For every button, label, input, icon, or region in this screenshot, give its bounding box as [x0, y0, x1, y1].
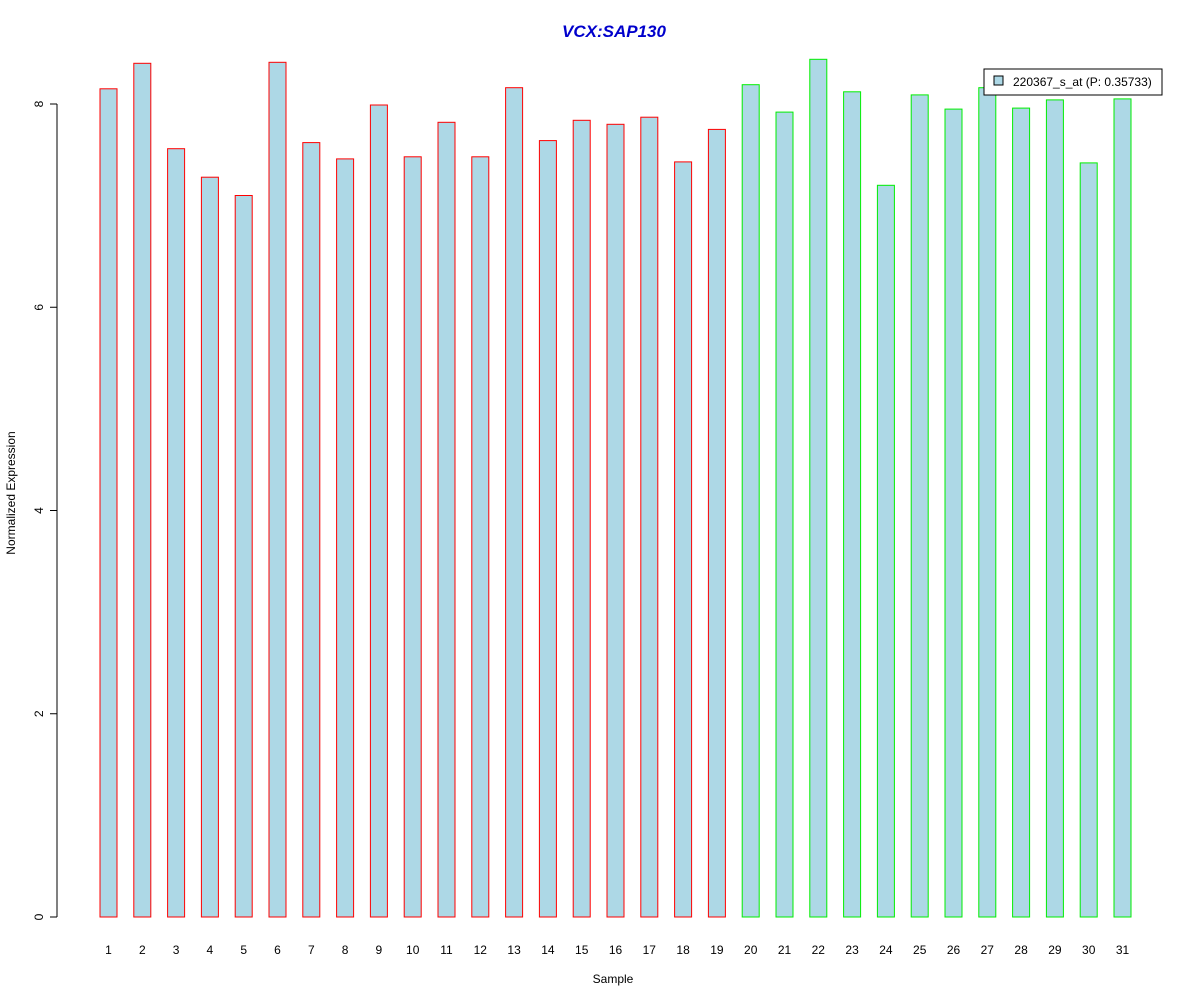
x-tick-label: 21	[778, 943, 792, 957]
bar-sample-18	[674, 161, 693, 918]
bar-sample-1	[99, 88, 118, 918]
y-tick-label: 8	[32, 100, 46, 107]
y-axis: 0 2 4 6 8	[32, 100, 58, 920]
bar-sample-15	[572, 119, 591, 918]
bar-sample-20	[741, 84, 760, 918]
bar-sample-7	[302, 142, 321, 918]
bar-sample-4	[200, 176, 219, 918]
x-tick-label: 4	[207, 943, 214, 957]
x-tick-label: 25	[913, 943, 927, 957]
bar-sample-27	[978, 87, 997, 918]
x-tick-label: 19	[710, 943, 724, 957]
bar-sample-24	[876, 184, 895, 918]
chart-title: VCX:SAP130	[562, 22, 666, 41]
x-tick-label: 3	[173, 943, 180, 957]
bar-sample-3	[167, 148, 186, 918]
x-tick-label: 22	[812, 943, 826, 957]
bar-sample-8	[336, 158, 355, 918]
x-tick-label: 16	[609, 943, 623, 957]
x-tick-label: 8	[342, 943, 349, 957]
bar-sample-5	[234, 195, 253, 918]
x-tick-label: 31	[1116, 943, 1130, 957]
x-tick-label: 20	[744, 943, 758, 957]
bar-sample-14	[538, 140, 557, 918]
x-tick-label: 11	[440, 943, 453, 957]
y-axis-label: Normalized Expression	[4, 431, 18, 554]
bar-sample-29	[1045, 99, 1064, 918]
y-tick-label: 6	[32, 304, 46, 311]
bar-sample-16	[606, 123, 625, 918]
bar-sample-11	[437, 121, 456, 918]
bar-sample-28	[1012, 107, 1031, 918]
bar-sample-25	[910, 94, 929, 918]
y-tick-label: 0	[32, 913, 46, 920]
x-tick-label: 18	[676, 943, 690, 957]
x-tick-label: 13	[507, 943, 521, 957]
bar-sample-10	[403, 156, 422, 918]
x-tick-label: 28	[1014, 943, 1028, 957]
x-tick-label: 14	[541, 943, 555, 957]
x-tick-label: 15	[575, 943, 589, 957]
bar-sample-17	[640, 116, 659, 918]
x-tick-label: 26	[947, 943, 961, 957]
x-tick-label: 2	[139, 943, 146, 957]
x-tick-label: 10	[406, 943, 420, 957]
bar-sample-2	[133, 62, 152, 918]
x-tick-label: 29	[1048, 943, 1062, 957]
legend: 220367_s_at (P: 0.35733)	[983, 68, 1163, 96]
legend-swatch	[993, 75, 1004, 86]
bar-sample-26	[944, 108, 963, 918]
bar-sample-23	[843, 91, 862, 918]
x-tick-label: 9	[376, 943, 383, 957]
x-tick-label: 1	[105, 943, 112, 957]
bar-sample-13	[505, 87, 524, 918]
x-tick-label: 12	[474, 943, 488, 957]
bar-sample-19	[707, 128, 726, 918]
x-tick-label: 6	[274, 943, 281, 957]
bar-sample-6	[268, 61, 287, 918]
legend-label: 220367_s_at (P: 0.35733)	[1013, 75, 1152, 89]
x-tick-label: 17	[643, 943, 657, 957]
legend-box	[983, 68, 1163, 96]
bar-sample-30	[1079, 162, 1098, 918]
x-tick-label: 30	[1082, 943, 1096, 957]
bar-sample-31	[1113, 98, 1132, 918]
x-tick-label: 23	[845, 943, 859, 957]
x-tick-label: 7	[308, 943, 315, 957]
bar-sample-12	[471, 156, 490, 918]
x-tick-label: 24	[879, 943, 893, 957]
x-tick-labels: 1 2 3 4 5 6 7 8 9 10 11 12 13 14 15 16 17 18 19 20 21 22 23 24 2…	[105, 943, 1129, 957]
y-tick-label: 2	[32, 710, 46, 717]
y-tick-label: 4	[32, 507, 46, 514]
x-axis-label: Sample	[593, 972, 634, 986]
bar-sample-22	[809, 58, 828, 918]
x-tick-label: 27	[981, 943, 995, 957]
bar-sample-21	[775, 111, 794, 918]
bars-group	[99, 58, 1132, 918]
x-tick-label: 5	[240, 943, 247, 957]
bar-sample-9	[369, 104, 388, 918]
